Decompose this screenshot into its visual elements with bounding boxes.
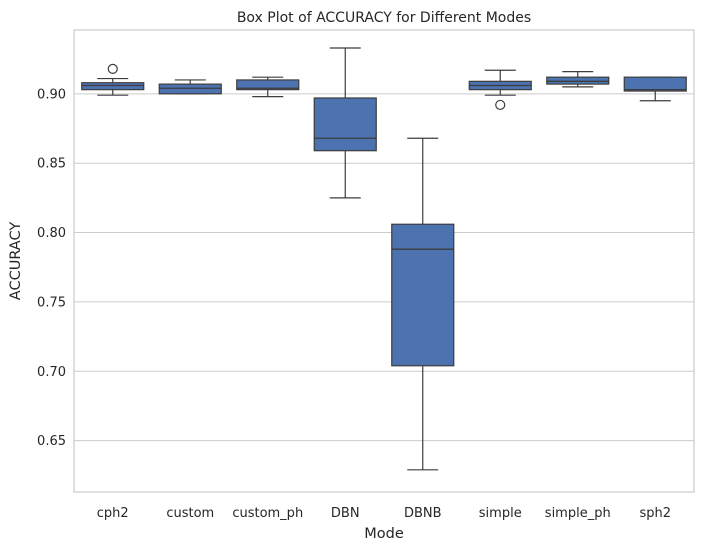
- grid-lines: [74, 93, 694, 442]
- box-iqr: [236, 79, 300, 91]
- x-tick-label: cph2: [97, 506, 129, 521]
- x-axis-label: Mode: [364, 526, 404, 542]
- outlier-point: [495, 99, 506, 111]
- x-tick-labels: cph2 custom custom_ph DBN DBNB simple simple_p…: [97, 506, 671, 521]
- plot-frame: [73, 29, 695, 493]
- box-simple_ph: [546, 71, 610, 88]
- box-iqr: [81, 82, 145, 91]
- boxes-layer: [81, 47, 687, 471]
- y-tick-label: 0.90: [37, 87, 66, 102]
- box-iqr: [391, 223, 455, 367]
- x-tick-label: sph2: [639, 506, 671, 521]
- box-cph2: [81, 63, 145, 96]
- box-custom: [158, 79, 222, 95]
- box-iqr: [158, 83, 222, 95]
- box-DBNB: [391, 137, 455, 471]
- x-tick-label: simple: [479, 506, 522, 521]
- box-sph2: [623, 76, 687, 102]
- y-tick-label: 0.70: [37, 365, 66, 380]
- box-iqr: [546, 76, 610, 85]
- y-tick-label: 0.75: [37, 295, 66, 310]
- y-axis-label: ACCURACY: [8, 222, 24, 301]
- box-iqr: [623, 76, 687, 92]
- x-tick-label: DBNB: [404, 506, 442, 521]
- box-DBN: [313, 47, 377, 199]
- box-iqr: [313, 97, 377, 152]
- outlier-point: [107, 63, 118, 74]
- y-tick-label: 0.80: [37, 226, 66, 241]
- x-tick-label: custom_ph: [232, 506, 303, 521]
- chart-title: Box Plot of ACCURACY for Different Modes: [237, 10, 531, 26]
- x-tick-label: custom: [166, 506, 214, 521]
- x-tick-label: DBN: [331, 506, 360, 521]
- y-tick-label: 0.85: [37, 157, 66, 172]
- box-simple: [468, 69, 532, 111]
- x-tick-label: simple_ph: [545, 506, 611, 521]
- y-tick-label: 0.65: [37, 434, 66, 449]
- box-custom_ph: [236, 76, 300, 98]
- y-tick-labels: 0.65 0.70 0.75 0.80 0.85 0.90: [37, 87, 66, 449]
